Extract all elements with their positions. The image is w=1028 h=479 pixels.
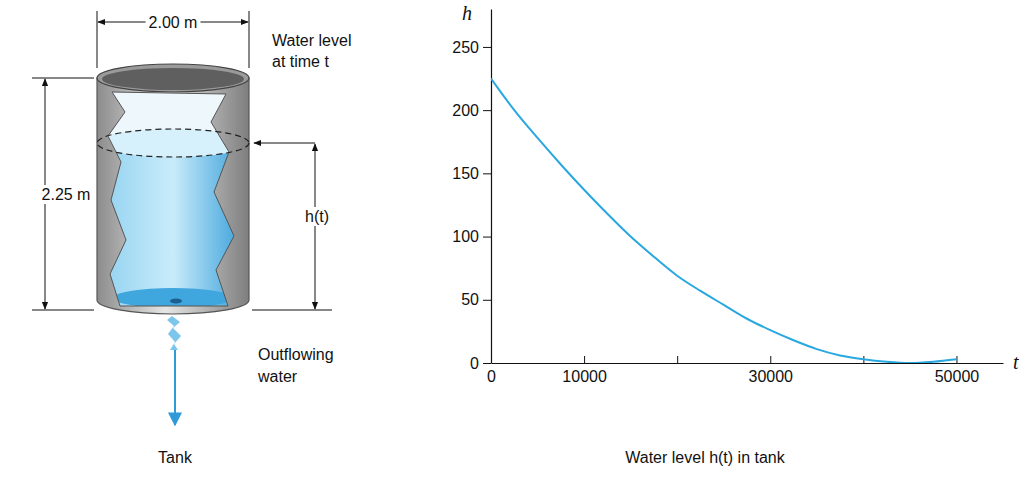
tick-mark [483,47,491,48]
tick: 100 [452,228,491,245]
outflow-label: Outflowing [258,346,334,363]
tick-mark [483,237,491,238]
tick-label: 50 [461,291,479,308]
dim-extension [249,11,250,68]
axis-line [491,10,492,364]
figure: 2.00 m 2.25 m Water level at time t h(t) Outf… [0,0,1028,479]
y-axis: 0 50 100 150 200 250 [452,10,491,372]
outflow-arrow [174,350,176,425]
tick-label: 150 [452,165,479,182]
tick-label: 30000 [749,368,794,385]
label-background [39,185,94,204]
water-surface [97,129,249,157]
level-leader [254,143,315,144]
tick-label: 100 [452,228,479,245]
plot-area [491,79,956,363]
y-axis-title: h [462,2,472,24]
tank-cutaway [97,80,249,313]
tank-opening [102,68,244,90]
tick: 0 [470,355,491,372]
tick-mark [483,173,491,174]
tick: 200 [452,102,491,119]
width-label: 2.00 m [149,14,198,31]
tick [677,356,678,363]
tick-label: 50000 [935,368,980,385]
tank-rim [97,64,249,92]
label-background [146,13,201,32]
tick-label: 0 [470,355,479,372]
label-background [302,207,332,226]
x-axis: 0 10000 30000 50000 [487,356,1003,385]
tick-label: 250 [452,39,479,56]
tick-mark [584,356,585,363]
tick: 250 [452,39,491,56]
level-label: at time t [272,53,329,70]
tick-mark [770,356,771,363]
cutaway-edge [108,92,234,306]
tick: 150 [452,165,491,182]
tick-mark [956,356,957,363]
dim-extension [252,310,332,311]
dimensions [32,11,332,310]
tick-mark [483,110,491,111]
tank-diagram [97,64,249,425]
tank-floor [113,288,233,308]
dim-extension [97,11,98,68]
tick: 50 [461,291,491,308]
tick: 30000 [749,356,794,385]
diagram-caption: Tank [158,449,193,466]
tick: 10000 [562,356,607,385]
tank-body [97,78,249,314]
depth-label: h(t) [305,208,329,225]
tick-mark [483,363,491,364]
chart-title: Water level h(t) in tank [625,449,785,466]
outlet-hole [170,299,182,304]
tick-mark [483,300,491,301]
tick-label: 200 [452,102,479,119]
dim-extension [32,310,94,311]
level-label: Water level [272,32,351,49]
water-level-ring [97,129,249,157]
data-line [491,79,956,363]
dim-extension [32,78,94,79]
outflow-jet [167,316,181,350]
x-axis-title: t [1013,351,1019,373]
tick-mark [677,356,678,363]
axis-line [492,363,1004,364]
tick-label: 10000 [562,368,607,385]
outflow-label: water [257,368,298,385]
depth-dimension [315,144,316,309]
height-label: 2.25 m [42,186,91,203]
tick-label: 0 [487,368,496,385]
